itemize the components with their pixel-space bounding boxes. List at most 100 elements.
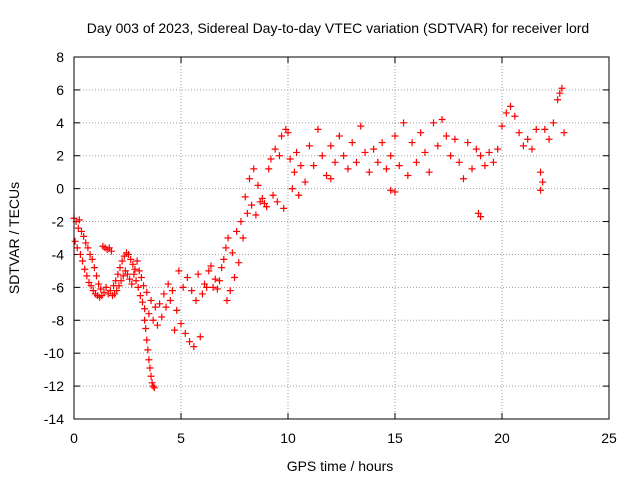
y-tick-label: 4 — [56, 115, 64, 131]
data-point — [183, 273, 191, 281]
data-point — [171, 326, 179, 334]
data-point — [361, 148, 369, 156]
data-point — [248, 201, 256, 209]
x-tick-label: 15 — [387, 430, 403, 446]
data-point — [408, 139, 416, 147]
data-point — [118, 257, 126, 265]
data-point — [290, 168, 298, 176]
data-point — [133, 257, 141, 265]
data-point — [464, 139, 472, 147]
data-point — [284, 129, 292, 137]
data-point — [222, 244, 230, 252]
data-point — [162, 303, 170, 311]
y-tick-label: -10 — [44, 345, 64, 361]
data-point — [477, 152, 485, 160]
data-point — [524, 135, 532, 143]
data-point — [79, 257, 87, 265]
y-tick-label: 2 — [56, 148, 64, 164]
data-point — [213, 285, 221, 293]
data-point — [173, 306, 181, 314]
data-point — [74, 224, 82, 232]
data-point — [158, 313, 166, 321]
data-point — [430, 119, 438, 127]
data-point — [459, 175, 467, 183]
data-point — [179, 283, 187, 291]
data-point — [140, 282, 148, 290]
data-point — [263, 203, 271, 211]
data-point — [295, 191, 303, 199]
data-point — [391, 188, 399, 196]
data-point — [344, 165, 352, 173]
y-tick-label: -6 — [52, 279, 65, 295]
data-point — [314, 125, 322, 133]
data-point — [455, 158, 463, 166]
data-point — [194, 270, 202, 278]
data-point — [114, 270, 122, 278]
data-point — [541, 125, 549, 133]
data-point — [129, 260, 137, 268]
data-point — [233, 227, 241, 235]
data-point — [481, 162, 489, 170]
data-point — [537, 168, 545, 176]
data-point — [477, 213, 485, 221]
data-point — [265, 165, 273, 173]
data-point — [150, 384, 158, 392]
data-point — [127, 255, 135, 263]
data-point — [88, 255, 96, 263]
data-point — [252, 211, 260, 219]
data-point — [136, 292, 144, 300]
data-point — [549, 119, 557, 127]
data-point — [141, 305, 149, 313]
data-point — [243, 209, 251, 217]
data-point — [472, 145, 480, 153]
data-point — [269, 191, 277, 199]
data-point — [131, 265, 139, 273]
data-point — [147, 297, 155, 305]
data-point — [186, 338, 194, 346]
data-point — [132, 277, 140, 285]
data-point — [327, 175, 335, 183]
data-point — [395, 162, 403, 170]
data-point — [498, 122, 506, 130]
data-point — [382, 165, 390, 173]
data-point — [275, 152, 283, 160]
chart-title: Day 003 of 2023, Sidereal Day-to-day VTE… — [87, 20, 589, 36]
data-point — [145, 356, 153, 364]
data-point — [143, 336, 151, 344]
data-point — [556, 89, 564, 97]
data-point — [106, 287, 114, 295]
data-point — [250, 165, 258, 173]
data-point — [434, 142, 442, 150]
data-point — [73, 244, 81, 252]
data-point — [192, 297, 200, 305]
data-point — [494, 145, 502, 153]
data-point — [223, 297, 231, 305]
data-point — [286, 155, 294, 163]
data-point — [137, 273, 145, 281]
data-point — [258, 195, 266, 203]
data-point — [348, 139, 356, 147]
data-point — [190, 343, 198, 351]
data-point — [149, 382, 157, 390]
data-point — [554, 96, 562, 104]
data-point — [164, 280, 172, 288]
data-point — [143, 288, 151, 296]
data-point — [207, 262, 215, 270]
data-point — [81, 265, 89, 273]
y-tick-label: 6 — [56, 82, 64, 98]
data-point — [146, 364, 154, 372]
data-point — [537, 186, 545, 194]
data-point — [489, 158, 497, 166]
data-point — [71, 237, 79, 245]
y-tick-label: -2 — [52, 214, 65, 230]
data-point — [528, 145, 536, 153]
data-point — [318, 152, 326, 160]
data-point — [400, 119, 408, 127]
data-point — [271, 145, 279, 153]
data-point — [107, 247, 115, 255]
data-point — [102, 283, 110, 291]
data-point — [76, 250, 84, 258]
data-point — [438, 116, 446, 124]
data-point — [515, 129, 523, 137]
